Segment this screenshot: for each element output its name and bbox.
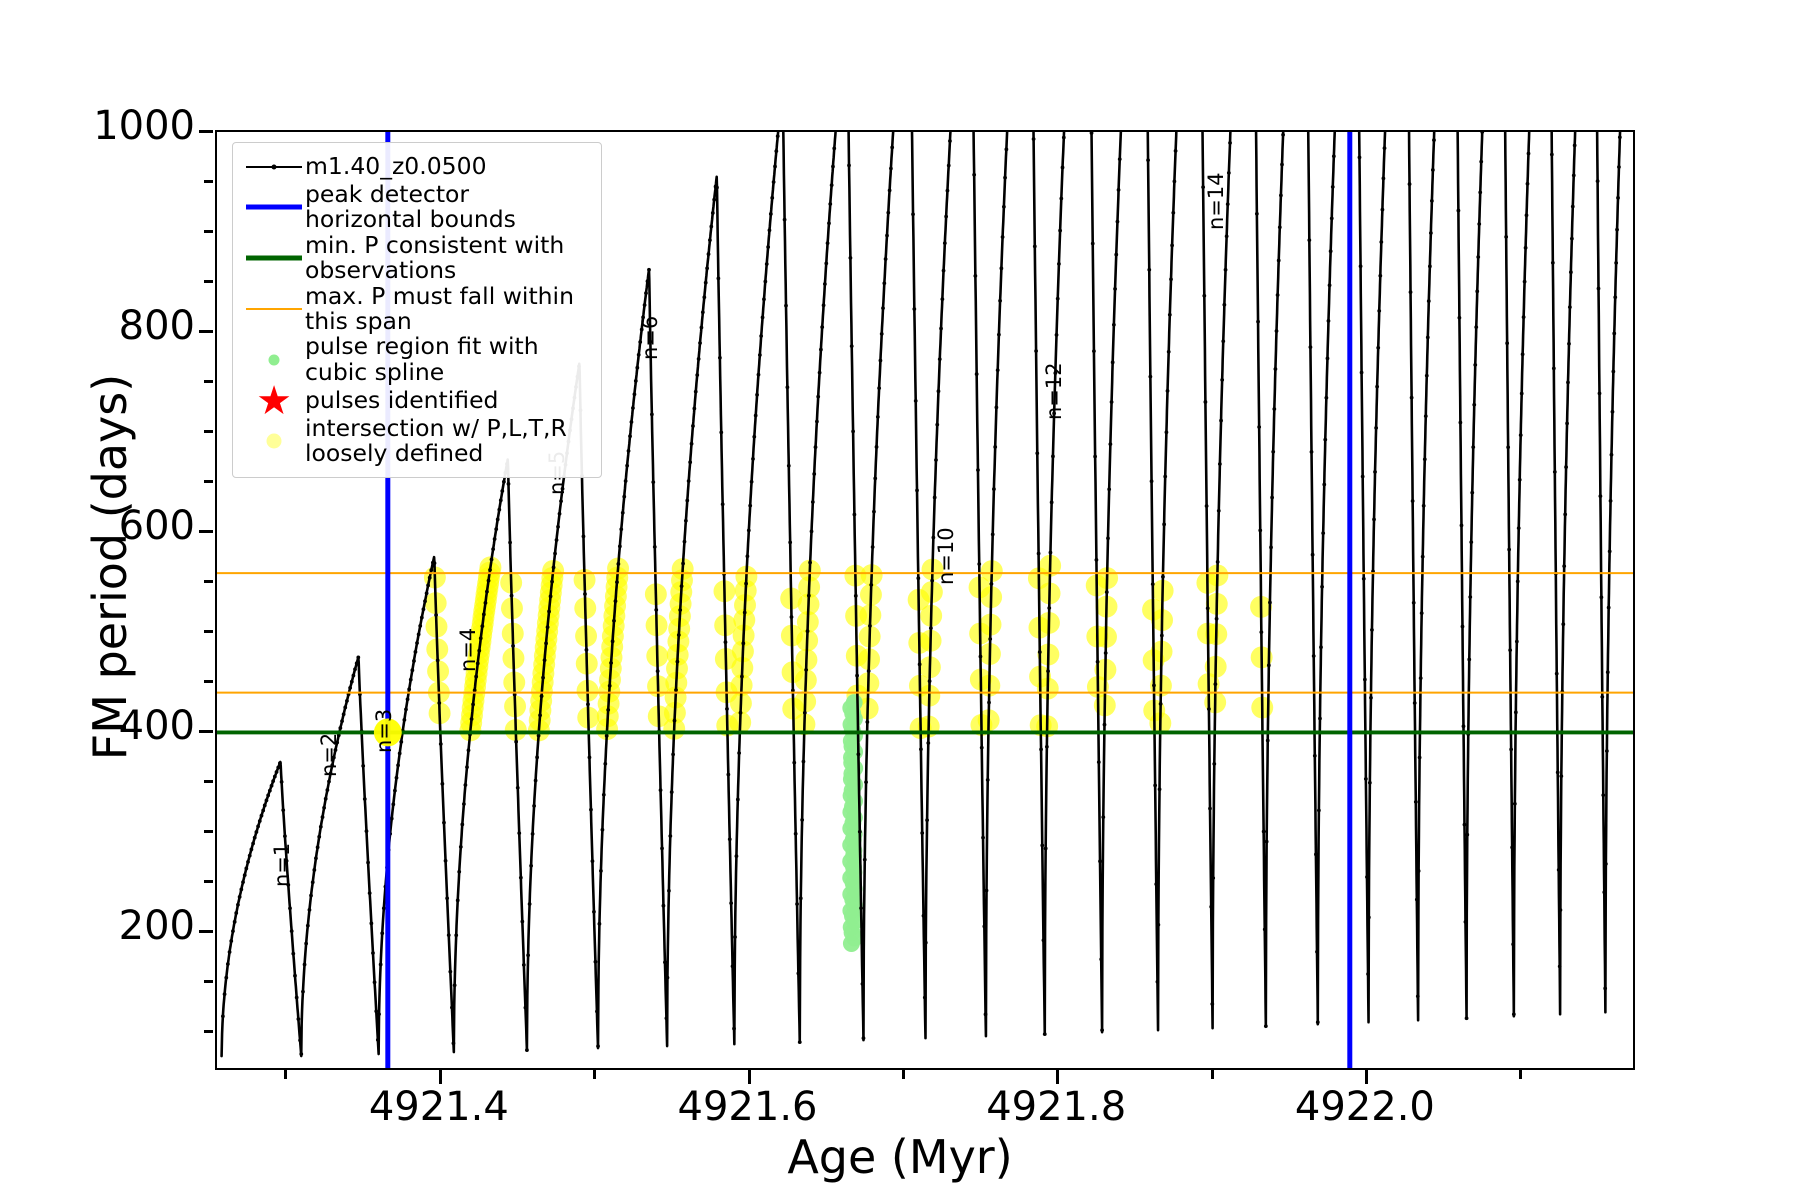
y-tick-minor xyxy=(204,630,213,633)
legend-item[interactable]: m1.40_z0.0500 xyxy=(243,151,591,182)
y-tick-minor xyxy=(204,230,213,233)
x-axis-title: Age (Myr) xyxy=(787,1130,1013,1184)
y-tick-label: 1000 xyxy=(93,103,195,149)
legend-item-label: peak detector horizontal bounds xyxy=(305,180,516,234)
y-tick-minor xyxy=(204,1030,213,1033)
x-tick-minor xyxy=(901,1070,905,1079)
x-tick-major xyxy=(1056,1070,1060,1084)
y-tick-minor xyxy=(204,780,213,783)
y-tick-label: 200 xyxy=(118,903,195,949)
y-tick-minor xyxy=(204,880,213,883)
pulse-number-label: n=14 xyxy=(1204,172,1229,230)
y-tick-major xyxy=(199,530,213,533)
legend-thick-line-icon xyxy=(243,192,305,222)
legend-item-label: intersection w/ P,L,T,R loosely defined xyxy=(305,414,567,468)
pulse-identified-star xyxy=(373,718,402,747)
legend-item[interactable]: intersection w/ P,L,T,R loosely defined xyxy=(243,414,591,468)
x-tick-minor xyxy=(1210,1070,1214,1079)
legend-item[interactable]: ★ pulses identified xyxy=(243,381,591,421)
x-tick-label: 4922.0 xyxy=(1294,1084,1435,1130)
x-tick-major xyxy=(747,1070,751,1084)
y-tick-major xyxy=(199,930,213,933)
x-tick-label: 4921.8 xyxy=(986,1084,1127,1130)
x-tick-minor xyxy=(284,1070,288,1079)
y-tick-minor xyxy=(204,430,213,433)
legend-item[interactable]: max. P must fall within this span xyxy=(243,281,591,335)
pulse-number-label: n=4 xyxy=(455,627,480,672)
y-tick-minor xyxy=(204,580,213,583)
y-tick-major xyxy=(199,730,213,733)
legend-item[interactable]: min. P consistent with observations xyxy=(243,230,591,285)
legend-box: m1.40_z0.0500 peak detector horizontal bo… xyxy=(232,142,602,478)
x-tick-label: 4921.4 xyxy=(368,1084,509,1130)
plot-svg xyxy=(217,132,1633,1068)
pulse-number-label: n=10 xyxy=(934,527,959,585)
pulse-number-label: n=2 xyxy=(316,732,341,777)
legend-item-label: min. P consistent with observations xyxy=(305,230,565,285)
legend-item-label: m1.40_z0.0500 xyxy=(305,151,487,180)
legend-dot-icon xyxy=(243,345,305,375)
line-icon xyxy=(246,204,302,210)
y-tick-label: 600 xyxy=(118,503,195,549)
legend-item[interactable]: peak detector horizontal bounds xyxy=(243,180,591,234)
y-tick-minor xyxy=(204,830,213,833)
y-tick-minor xyxy=(204,280,213,283)
x-tick-minor xyxy=(593,1070,597,1079)
y-tick-label: 800 xyxy=(118,303,195,349)
pulse-number-label: n=6 xyxy=(637,315,662,360)
y-tick-minor xyxy=(204,680,213,683)
pulse-number-label: n=12 xyxy=(1042,362,1067,420)
cubic-spline-markers xyxy=(842,694,864,952)
star-icon: ★ xyxy=(256,377,292,424)
x-tick-label: 4921.6 xyxy=(677,1084,818,1130)
legend-dot-icon xyxy=(243,426,305,456)
dot-icon xyxy=(268,354,280,366)
legend-thin-line-icon xyxy=(243,294,305,324)
legend-item[interactable]: pulse region fit with cubic spline xyxy=(243,334,591,385)
y-tick-minor xyxy=(204,480,213,483)
y-tick-major xyxy=(199,330,213,333)
y-tick-minor xyxy=(204,180,213,183)
pulse-number-label: n=3 xyxy=(372,708,397,753)
line-icon xyxy=(246,307,302,310)
legend-line-marker-icon xyxy=(243,152,305,182)
y-tick-minor xyxy=(204,380,213,383)
legend-item-label: pulse region fit with cubic spline xyxy=(305,332,539,386)
legend-item-label: pulses identified xyxy=(305,385,499,414)
x-tick-major xyxy=(438,1070,442,1084)
line-icon xyxy=(246,255,302,261)
legend-star-icon: ★ xyxy=(243,381,305,421)
legend-item-label: max. P must fall within this span xyxy=(305,281,574,335)
pulse-number-label: n=1 xyxy=(270,842,295,887)
y-tick-major xyxy=(199,130,213,133)
y-tick-label: 400 xyxy=(118,703,195,749)
x-tick-major xyxy=(1364,1070,1368,1084)
legend-thick-line-icon xyxy=(243,243,305,273)
y-tick-minor xyxy=(204,980,213,983)
horizontal-threshold-lines xyxy=(217,572,1633,735)
dot-icon xyxy=(266,433,282,449)
x-tick-minor xyxy=(1519,1070,1523,1079)
dot-icon xyxy=(271,164,277,169)
